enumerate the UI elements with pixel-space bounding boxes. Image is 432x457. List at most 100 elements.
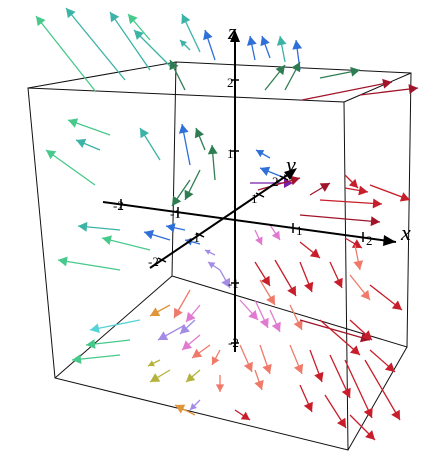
x-tick-label: -1 [170,206,181,221]
arrow-head [207,145,218,155]
vector-arrow [353,244,364,271]
arrow-head [186,373,196,382]
arrow-head [309,248,320,258]
arrow-head [158,331,169,340]
z-tick-label: -1 [228,276,239,291]
arrow-head [365,430,375,440]
arrow-head [78,221,88,232]
vector-arrow [299,241,321,259]
vector-arrow [276,35,287,63]
vector-arrow [191,344,211,359]
arrow-head [261,275,270,286]
vector-arrow [207,261,221,271]
arrow-head [255,236,263,245]
arrow-head [260,166,271,176]
arrow-head [362,330,372,340]
vector-arrow [174,404,196,416]
arrow-head [384,362,395,372]
vector-arrow [299,319,371,343]
vector-arrow [254,299,269,329]
arrow-shaft [35,15,97,93]
arrow-head [266,294,275,305]
vector-arrow [157,324,186,341]
vector-arrow [239,344,253,373]
vector-arrow [67,118,111,136]
vector-arrow [65,7,126,81]
vector-arrow [299,214,381,227]
arrow-shaft [109,11,151,71]
vector-arrow [260,35,271,59]
arrow-head [144,229,155,240]
vector-arrow [185,369,201,383]
x-axis-arrowhead [383,235,396,246]
arrow-head [205,249,211,255]
vector-arrow [207,144,218,181]
vector-arrow [181,13,201,53]
vector-arrow [269,224,281,241]
arrow-head [336,417,346,428]
arrow-head [86,339,96,349]
y-axis-line [149,171,293,269]
vector-arrow [344,237,363,249]
arrow-head [203,30,213,41]
vector-arrow [239,299,259,321]
arrow-head [348,178,358,188]
arrow-head [372,198,382,209]
vector-arrow [301,78,393,101]
vector-arrow [359,84,419,96]
vector-arrow [349,274,371,301]
arrow-shaft [65,7,126,81]
arrow-head [291,62,301,73]
arrow-head [221,277,230,288]
arrow-head [58,256,68,267]
arrow-head [140,128,149,139]
arrow-shaft [364,359,401,421]
arrow-head [271,321,281,332]
y-tick [157,257,167,263]
box-edge [347,346,408,451]
y-tick-label: 1 [251,191,258,206]
arrow-head [76,138,87,149]
vector-arrow [35,15,97,93]
arrow-head [360,289,370,300]
y-tick [195,232,205,238]
vector-arrow [329,354,351,399]
vector-arrow [299,384,313,413]
tick-labels: -2 -1 1 2 -2 -1 1 2 -2 -1 1 2 [113,75,373,350]
arrow-shaft [319,199,383,205]
z-tick-label: 2 [227,75,234,90]
arrow-head [284,178,293,188]
vector-arrow [77,221,121,232]
arrow-head [382,78,392,89]
vector-arrow [289,304,303,331]
vector-arrow [250,178,293,188]
y-axis-arrowhead [284,168,297,180]
vector-arrow [139,127,161,161]
vector-arrow [254,369,264,391]
arrow-head [190,403,197,410]
arrow-head [174,307,183,318]
vector-arrow [284,61,301,91]
arrow-head [102,235,112,245]
vector-arrow [309,349,324,383]
vector-arrow [178,123,191,166]
vector-arrow [349,414,376,441]
arrow-head [370,216,380,227]
arrow-head [90,323,100,334]
vector-arrow [349,319,373,341]
arrow-head [259,317,269,328]
arrow-head [166,223,176,233]
vector-arrow [184,169,201,201]
vector-arrow [149,304,171,317]
arrow-head [186,311,196,322]
arrow-head [208,262,216,269]
y-tick-label: 2 [272,174,279,189]
arrow-head [333,277,343,288]
vector-arrow [254,261,271,287]
vector-arrow [259,279,276,306]
z-axis-name: z [227,19,237,44]
vector-arrow [299,261,314,293]
y-tick [255,192,265,198]
vector-arrow [169,59,186,91]
